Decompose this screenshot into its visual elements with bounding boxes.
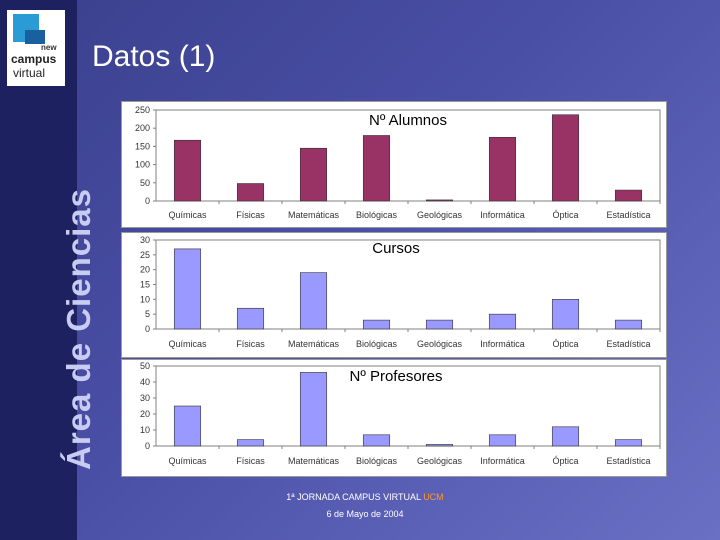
profesores-ytick-label: 10 [140, 425, 150, 435]
cursos-ytick-label: 25 [140, 250, 150, 260]
alumnos-category-label: Informática [480, 210, 525, 220]
cursos-bar-5 [425, 319, 454, 330]
alumnos-chart: 0 50 100 150 200 250 Químicas Físicas Matemática… [121, 101, 667, 228]
profesores-bar-6 [488, 434, 517, 447]
cursos-category-label: Químicas [168, 339, 207, 349]
logo-new-text: new [41, 43, 57, 52]
logo-virtual-text: virtual [13, 66, 46, 80]
profesores-bar-1 [173, 405, 202, 447]
alumnos-ytick-label: 100 [135, 160, 150, 170]
alumnos-bar-8 [614, 189, 643, 202]
cursos-chart-svg: 0 5 10 15 20 25 30 Químicas Físicas Matemáticas Bi… [140, 235, 661, 349]
profesores-bar-5 [425, 444, 454, 447]
cursos-bar-8 [614, 319, 643, 330]
profesores-chart-svg: 0 10 20 30 40 50 Químicas Físicas Matemáticas Bio… [140, 361, 661, 466]
alumnos-ytick-label: 200 [135, 123, 150, 133]
cursos-chart-title: Cursos [372, 240, 420, 257]
cursos-category-label: Físicas [236, 339, 265, 349]
alumnos-ytick-label: 0 [145, 196, 150, 206]
cursos-category-label: Biológicas [356, 339, 398, 349]
cursos-bar-4 [362, 319, 391, 330]
profesores-ytick-label: 40 [140, 377, 150, 387]
cursos-category-label: Estadística [606, 339, 650, 349]
profesores-ytick-label: 0 [145, 441, 150, 451]
logo-square-dark-icon [25, 30, 45, 44]
alumnos-chart-title: Nº Alumnos [369, 112, 447, 129]
slide-title: Datos (1) [92, 40, 216, 73]
cursos-ytick-label: 20 [140, 265, 150, 275]
profesores-ytick-label: 50 [140, 361, 150, 371]
alumnos-bar-5 [425, 199, 454, 202]
footer-org-text: UCM [423, 492, 444, 502]
alumnos-bar-3 [299, 147, 328, 202]
campus-virtual-logo: new campus virtual [7, 10, 65, 86]
profesores-category-label: Matemáticas [288, 456, 340, 466]
cursos-bar-3 [299, 272, 328, 330]
cursos-category-label: Matemáticas [288, 339, 340, 349]
logo-campus-text: campus [11, 52, 57, 66]
profesores-bar-3 [299, 372, 328, 447]
alumnos-chart-svg: 0 50 100 150 200 250 Químicas Físicas Matemática… [135, 105, 661, 220]
cursos-category-label: Informática [480, 339, 525, 349]
profesores-chart: 0 10 20 30 40 50 Químicas Físicas Matemáticas Bio… [121, 359, 667, 477]
cursos-ytick-label: 30 [140, 235, 150, 245]
alumnos-bar-4 [362, 135, 391, 202]
cursos-chart: 0 5 10 15 20 25 30 Químicas Físicas Matemáticas Bi… [121, 232, 667, 358]
cursos-bar-7 [551, 299, 580, 330]
cursos-ytick-label: 10 [140, 294, 150, 304]
cursos-category-label: Geológicas [417, 339, 463, 349]
profesores-chart-title: Nº Profesores [349, 368, 442, 385]
sidebar: new campus virtual Área de Ciencias [0, 0, 97, 540]
footer-event: 1ª JORNADA CAMPUS VIRTUAL UCM [0, 492, 720, 502]
alumnos-ytick-label: 150 [135, 141, 150, 151]
cursos-category-label: Óptica [552, 339, 578, 349]
alumnos-category-label: Biológicas [356, 210, 398, 220]
alumnos-category-label: Físicas [236, 210, 265, 220]
alumnos-bar-7 [551, 114, 580, 202]
alumnos-ytick-label: 250 [135, 105, 150, 115]
profesores-category-label: Estadística [606, 456, 650, 466]
alumnos-category-label: Matemáticas [288, 210, 340, 220]
footer-date: 6 de Mayo de 2004 [326, 509, 404, 519]
alumnos-category-label: Geológicas [417, 210, 463, 220]
profesores-category-label: Óptica [552, 456, 578, 466]
alumnos-category-label: Óptica [552, 210, 578, 220]
cursos-ytick-label: 15 [140, 280, 150, 290]
profesores-ytick-label: 20 [140, 409, 150, 419]
cursos-bar-6 [488, 313, 517, 330]
profesores-bar-7 [551, 426, 580, 447]
profesores-bar-4 [362, 434, 391, 447]
profesores-bar-2 [236, 439, 265, 447]
cursos-bar-1 [173, 248, 202, 330]
alumnos-ytick-label: 50 [140, 178, 150, 188]
profesores-category-label: Geológicas [417, 456, 463, 466]
profesores-category-label: Informática [480, 456, 525, 466]
footer-event-text: 1ª JORNADA CAMPUS VIRTUAL [286, 492, 421, 502]
alumnos-bar-6 [488, 136, 517, 202]
profesores-ytick-label: 30 [140, 393, 150, 403]
profesores-category-label: Biológicas [356, 456, 398, 466]
profesores-category-label: Químicas [168, 456, 207, 466]
alumnos-bar-2 [236, 183, 265, 202]
cursos-bar-2 [236, 307, 265, 330]
profesores-category-label: Físicas [236, 456, 265, 466]
vertical-title: Área de Ciencias [60, 188, 97, 470]
alumnos-category-label: Químicas [168, 210, 207, 220]
alumnos-bar-1 [173, 139, 202, 202]
cursos-ytick-label: 5 [145, 309, 150, 319]
cursos-ytick-label: 0 [145, 324, 150, 334]
profesores-bar-8 [614, 439, 643, 447]
alumnos-category-label: Estadística [606, 210, 650, 220]
